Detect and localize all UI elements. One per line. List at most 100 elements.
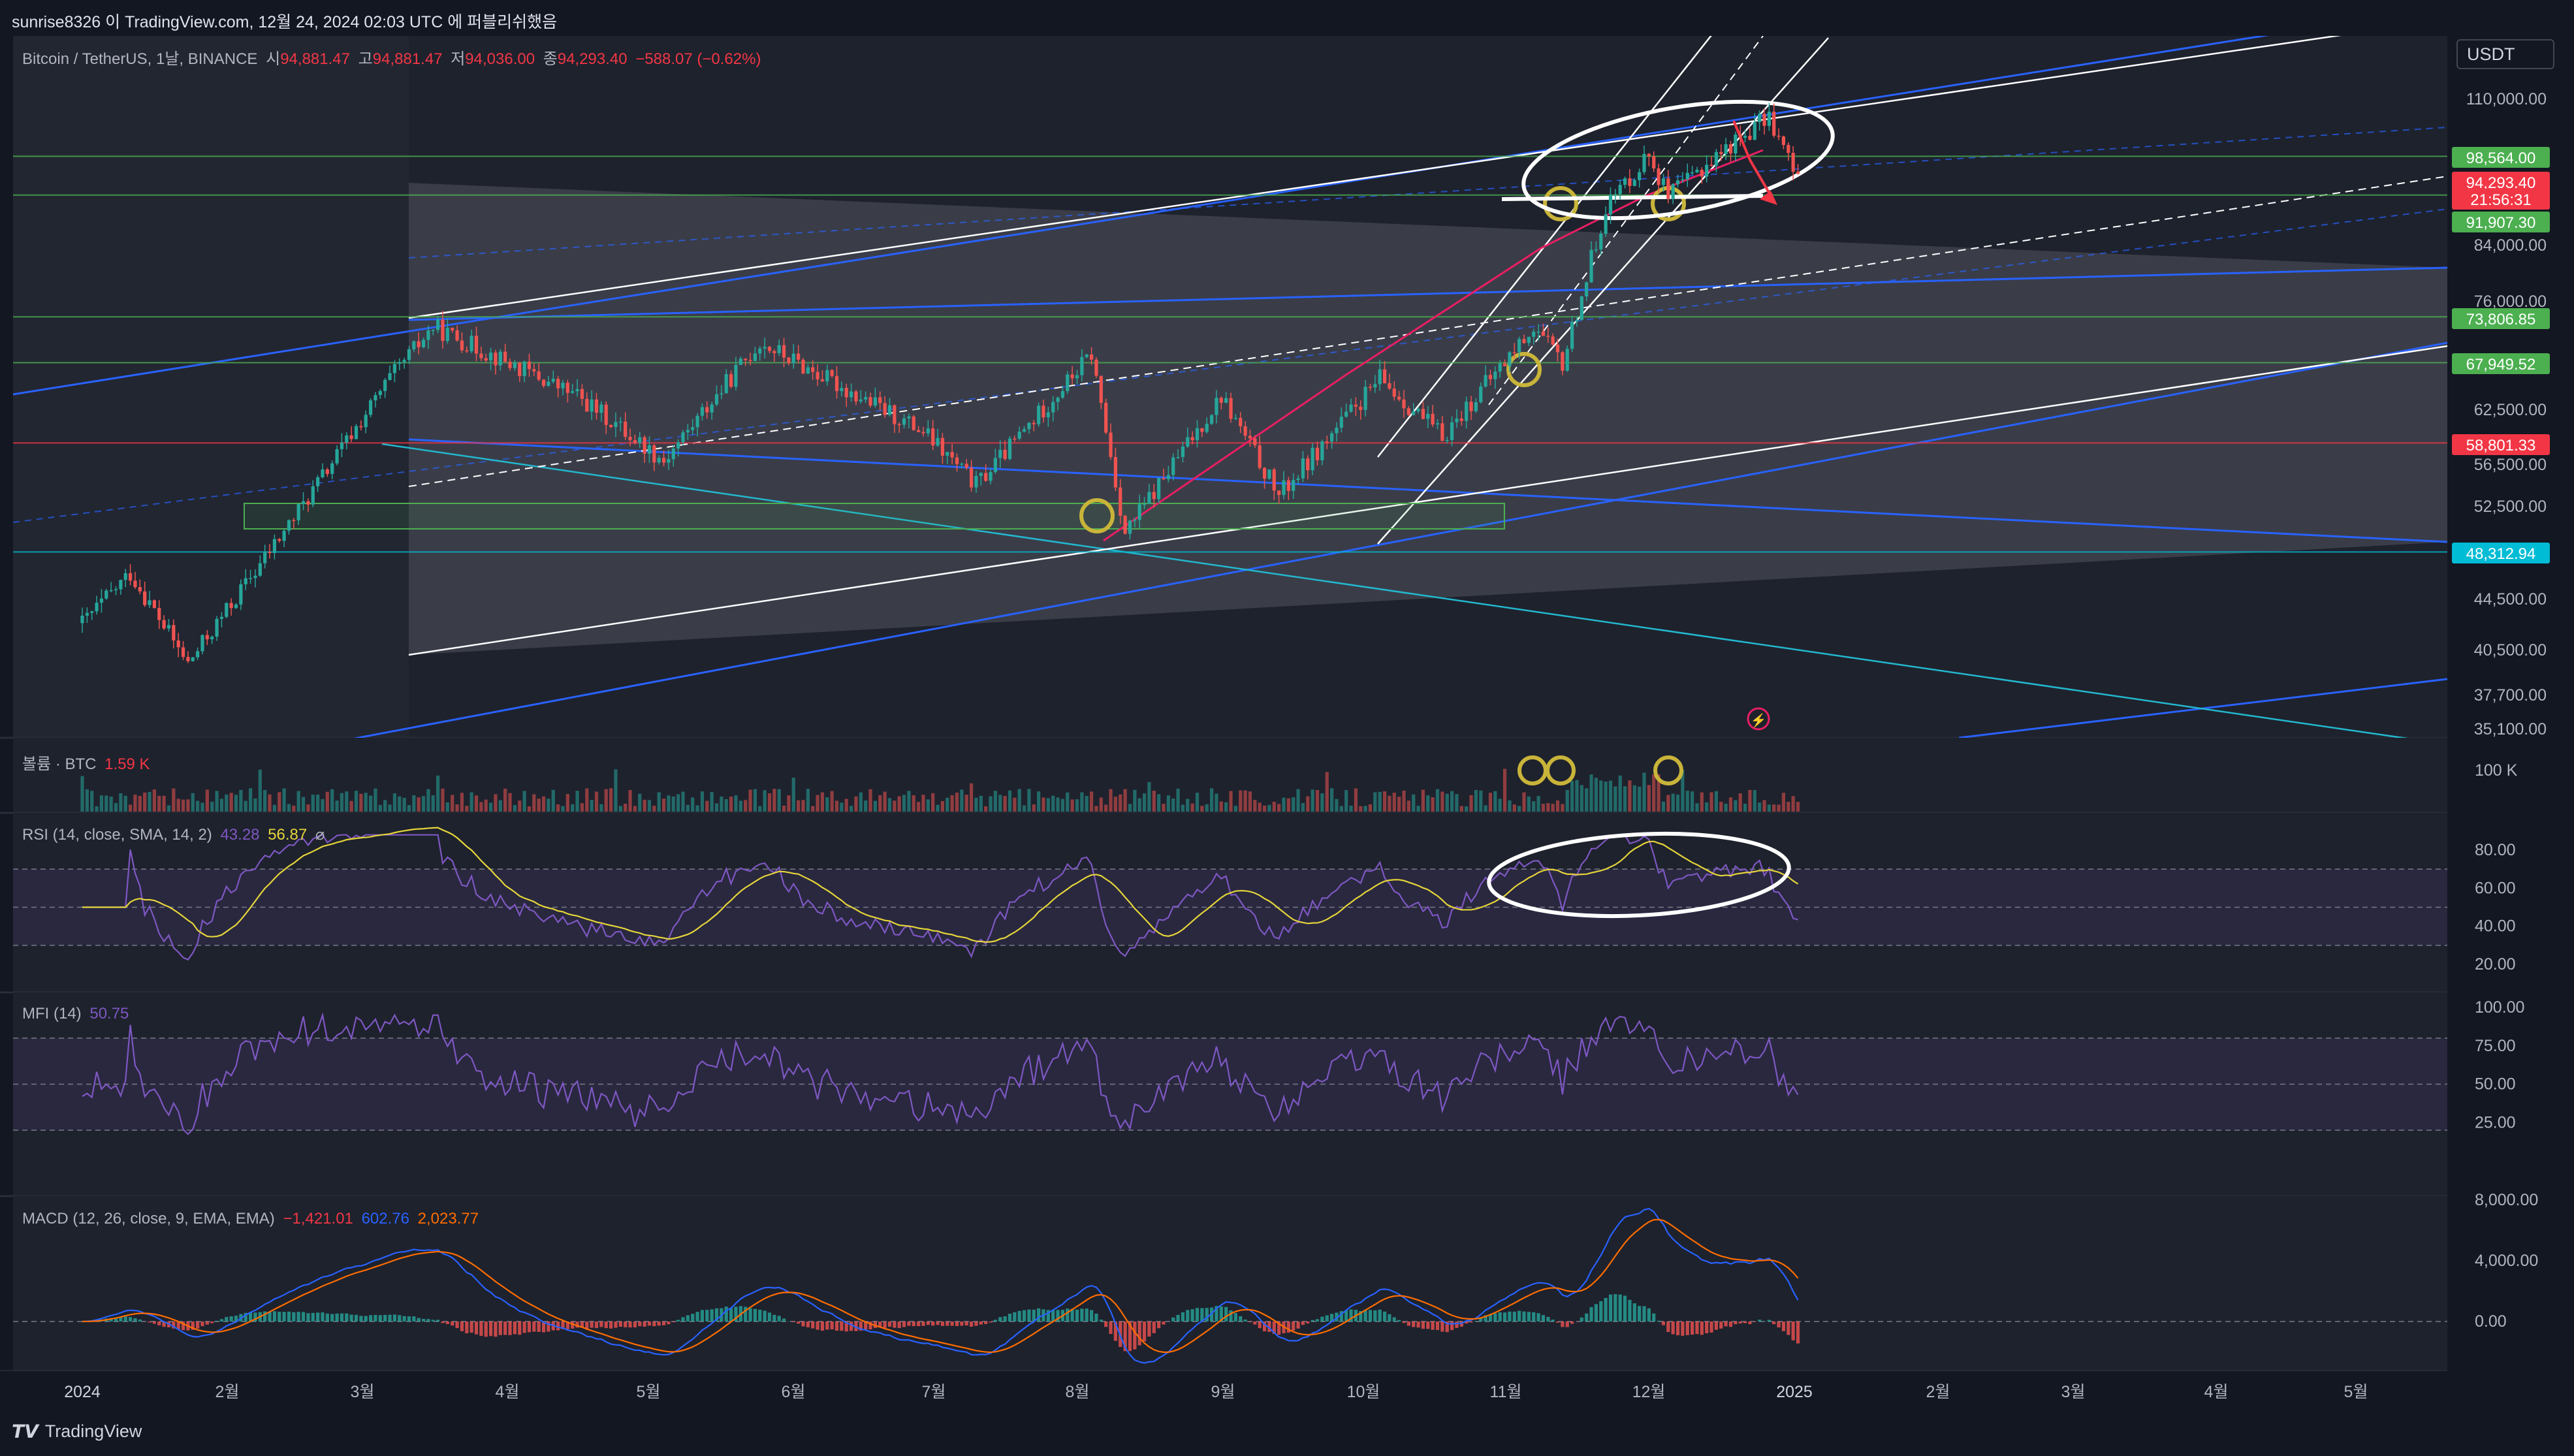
volume-bar-79 — [460, 793, 464, 812]
volume-bar-296 — [1502, 768, 1507, 812]
macd-hist-183 — [960, 1321, 964, 1326]
macd-hist-305 — [1546, 1316, 1550, 1321]
macd-legend[interactable]: MACD (12, 26, close, 9, EMA, EMA) −1,421… — [22, 1210, 483, 1228]
candle-body-285 — [1450, 422, 1454, 440]
volume-legend[interactable]: 볼륨 · BTC 1.59 K — [22, 751, 154, 774]
volume-bar-160 — [850, 806, 853, 812]
macd-hist-9 — [123, 1316, 127, 1321]
currency-selector[interactable]: USDT — [2456, 39, 2554, 69]
time-tick-2: 3월 — [351, 1383, 375, 1401]
volume-bar-323 — [1632, 785, 1636, 812]
macd-hist-224 — [1157, 1321, 1161, 1329]
volume-bar-18 — [167, 805, 171, 812]
candle-body-62 — [378, 390, 382, 396]
main-legend[interactable]: Bitcoin / TetherUS, 1날, BINANCE 시94,881.… — [22, 46, 765, 69]
price-tag-bg-1 — [2452, 172, 2550, 193]
macd-hist-26 — [205, 1321, 209, 1325]
candle-body-105 — [585, 398, 589, 412]
macd-hist-191 — [998, 1317, 1002, 1321]
candle-body-117 — [643, 437, 646, 454]
candle-body-1 — [85, 612, 89, 616]
macd-hist-338 — [1705, 1321, 1709, 1334]
tradingview-brand[interactable]: 𝙏𝙑 TradingView — [12, 1421, 142, 1442]
volume-bar-170 — [897, 796, 901, 812]
volume-bar-270 — [1378, 791, 1382, 812]
volume-bar-281 — [1431, 797, 1435, 812]
volume-bar-114 — [628, 789, 632, 812]
volume-bar-277 — [1412, 794, 1416, 812]
volume-bar-44 — [292, 805, 296, 812]
macd-hist-36 — [253, 1312, 257, 1321]
candle-body-266 — [1359, 406, 1363, 410]
macd-hist-165 — [873, 1321, 877, 1328]
candle-body-221 — [1142, 503, 1147, 505]
volume-bar-141 — [758, 806, 762, 812]
macd-hist-160 — [850, 1321, 853, 1331]
rsi-tick-3: 20.00 — [2475, 955, 2516, 973]
time-tick-1: 2월 — [215, 1383, 240, 1401]
candle-body-56 — [349, 435, 353, 439]
volume-bar-234 — [1205, 804, 1209, 812]
volume-bar-133 — [720, 797, 723, 812]
candle-body-314 — [1589, 249, 1593, 283]
macd-hist-32 — [234, 1316, 238, 1321]
volume-bar-222 — [1147, 782, 1151, 812]
volume-bar-328 — [1657, 774, 1660, 812]
macd-hist-286 — [1455, 1321, 1459, 1328]
macd-hist-132 — [714, 1308, 719, 1321]
volume-bar-352 — [1772, 804, 1776, 812]
candle-body-232 — [1195, 428, 1200, 441]
volume-bar-1 — [85, 789, 89, 812]
candle-body-338 — [1705, 165, 1709, 177]
volume-bar-190 — [993, 791, 997, 812]
volume-bar-25 — [200, 802, 204, 812]
candle-body-162 — [859, 399, 863, 402]
macd-hist-333 — [1681, 1321, 1685, 1336]
macd-hist-179 — [940, 1321, 945, 1326]
macd-hist-254 — [1301, 1321, 1305, 1325]
volume-bar-91 — [518, 800, 522, 812]
candle-body-279 — [1421, 409, 1425, 419]
macd-hist-332 — [1676, 1321, 1680, 1336]
macd-hist-21 — [181, 1321, 185, 1331]
candle-body-212 — [1099, 375, 1103, 403]
mfi-legend[interactable]: MFI (14) 50.75 — [22, 1005, 133, 1023]
macd-hist-19 — [172, 1321, 176, 1329]
rsi-legend[interactable]: RSI (14, close, SMA, 14, 2) 43.28 56.87 … — [22, 825, 328, 844]
macd-hist-356 — [1791, 1321, 1795, 1340]
macd-hist-55 — [345, 1313, 349, 1321]
volume-bar-36 — [253, 798, 257, 812]
volume-bar-46 — [301, 797, 306, 812]
candle-body-139 — [748, 360, 752, 362]
candle-body-259 — [1325, 441, 1329, 443]
macd-hist-14 — [148, 1321, 151, 1323]
macd-hist-125 — [681, 1317, 685, 1321]
candle-body-42 — [282, 530, 286, 541]
candle-body-327 — [1652, 156, 1656, 168]
blue-channel-lower — [353, 341, 2447, 738]
candle-body-213 — [1104, 402, 1108, 433]
candle-body-270 — [1378, 369, 1382, 385]
left-shade — [13, 36, 409, 738]
macd-hist-115 — [633, 1321, 637, 1327]
candle-body-88 — [503, 351, 507, 362]
candle-body-300 — [1522, 339, 1526, 343]
rsi-tick-0: 80.00 — [2475, 841, 2516, 859]
volume-bar-183 — [960, 789, 964, 812]
price-tag-bg-7 — [2452, 543, 2550, 563]
macd-hist-229 — [1181, 1312, 1185, 1321]
macd-hist-266 — [1359, 1311, 1363, 1321]
macd-hist-103 — [575, 1321, 579, 1328]
macd-hist-261 — [1335, 1312, 1339, 1321]
candle-body-55 — [345, 435, 349, 443]
macd-hist-162 — [859, 1321, 863, 1331]
price-tick-8: 37,700.00 — [2474, 686, 2547, 704]
volume-bar-291 — [1479, 790, 1483, 812]
close-label: 종 — [543, 50, 558, 68]
volume-bar-177 — [931, 793, 935, 812]
volume-bar-49 — [316, 794, 320, 812]
candle-body-115 — [633, 440, 637, 443]
candle-body-149 — [797, 353, 801, 360]
yellow-marker-1 — [1506, 352, 1542, 387]
